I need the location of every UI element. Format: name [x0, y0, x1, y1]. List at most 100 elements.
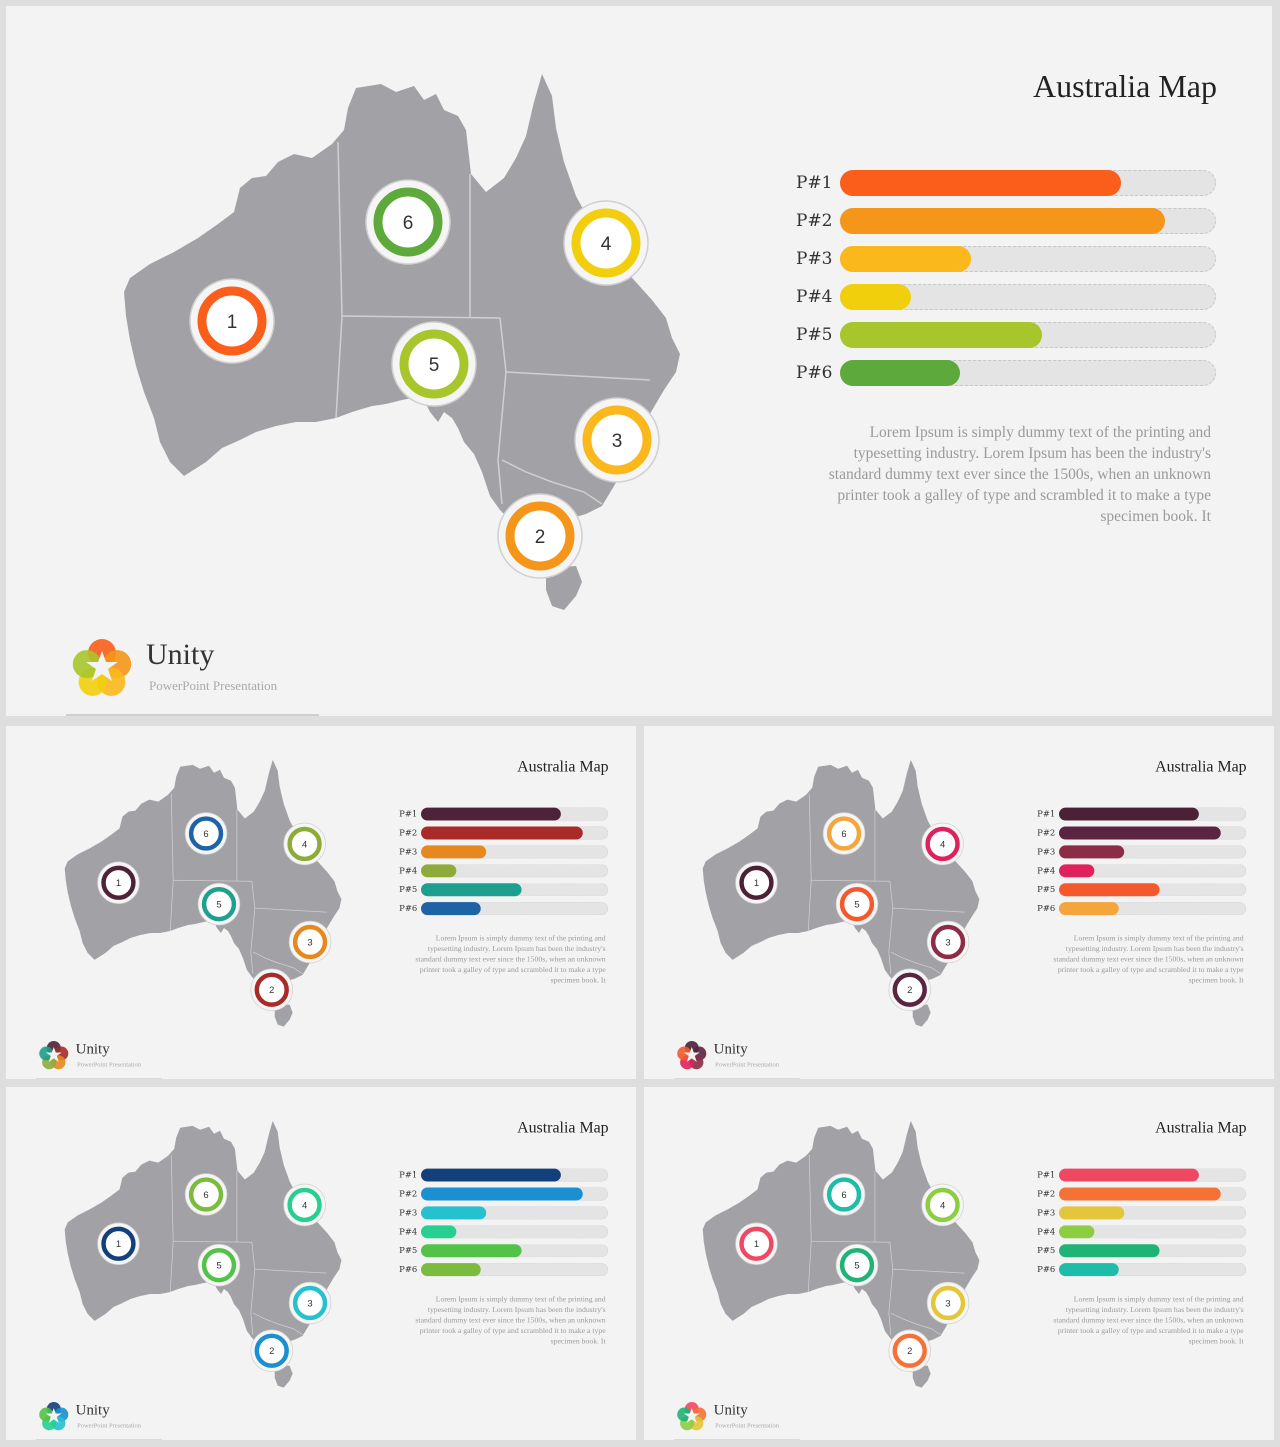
bar-track	[421, 883, 609, 897]
map-marker-4[interactable]: 4	[563, 200, 649, 286]
marker-ring	[201, 1247, 237, 1283]
marker-number: 6	[403, 213, 414, 234]
bar-row: P#6	[399, 1260, 609, 1279]
marker-number: 4	[601, 234, 612, 255]
bar-label: P#3	[796, 249, 833, 269]
bar-row: P#1	[399, 805, 609, 824]
map-marker-4[interactable]: 4	[283, 1183, 326, 1227]
bar-fill	[1059, 883, 1160, 897]
map-marker-1[interactable]: 1	[735, 1222, 778, 1266]
tasmania-outline	[912, 1365, 931, 1388]
marker-number: 1	[116, 878, 121, 889]
map-marker-6[interactable]: 6	[184, 812, 228, 855]
map-markers: 1 2 3 4 5 6	[735, 812, 970, 1012]
map-marker-1[interactable]: 1	[735, 861, 778, 905]
bar-row: P#5	[399, 1241, 609, 1260]
map-marker-5[interactable]: 5	[835, 882, 879, 926]
bar-row: P#5	[796, 316, 1216, 354]
map-marker-1[interactable]: 1	[189, 278, 275, 364]
unity-logo-icon	[39, 1402, 69, 1431]
map-marker-3[interactable]: 3	[926, 1281, 970, 1325]
marker-number: 1	[227, 312, 238, 333]
map-marker-2[interactable]: 2	[888, 1329, 932, 1373]
bar-label: P#2	[399, 1189, 418, 1199]
tasmania-outline	[912, 1004, 931, 1027]
bar-row: P#6	[399, 899, 609, 918]
marker-number: 3	[945, 937, 950, 948]
bar-fill	[1059, 807, 1199, 821]
bar-row: P#4	[399, 861, 609, 880]
map-marker-4[interactable]: 4	[921, 822, 964, 866]
map-marker-5[interactable]: 5	[391, 321, 477, 407]
slide-title: Australia Map	[1033, 68, 1217, 104]
bar-fill	[840, 246, 971, 272]
bar-fill	[1059, 1225, 1095, 1239]
map-marker-5[interactable]: 5	[835, 1243, 879, 1287]
marker-number: 3	[307, 1298, 312, 1309]
map-marker-6[interactable]: 6	[365, 179, 451, 265]
brand-name: Unity	[713, 1401, 748, 1418]
map-marker-4[interactable]: 4	[921, 1183, 964, 1227]
bar-track	[421, 902, 609, 916]
australia-map-graphic: 1 2 3 4 5 6	[702, 1120, 980, 1388]
bar-track	[1059, 1168, 1247, 1182]
logo-petals	[677, 1402, 707, 1431]
bar-row: P#2	[399, 824, 609, 843]
bar-track	[1059, 826, 1247, 840]
map-marker-6[interactable]: 6	[822, 812, 866, 855]
map-marker-2[interactable]: 2	[888, 968, 932, 1012]
state-borders	[807, 793, 965, 975]
bar-label: P#5	[1037, 884, 1056, 895]
logo-star	[86, 651, 118, 681]
bar-row: P#3	[1037, 842, 1247, 861]
bar-label: P#1	[796, 173, 833, 193]
marker-ring	[892, 972, 927, 1007]
bar-row: P#4	[1037, 1222, 1247, 1241]
map-marker-2[interactable]: 2	[250, 968, 294, 1012]
map-marker-3[interactable]: 3	[288, 1281, 332, 1325]
marker-number: 3	[307, 937, 312, 948]
map-markers: 1 2 3 4 5 6	[97, 812, 332, 1012]
bar-label: P#6	[399, 1264, 418, 1275]
bar-fill	[840, 208, 1166, 234]
map-marker-1[interactable]: 1	[97, 1222, 140, 1266]
map-marker-3[interactable]: 3	[574, 397, 660, 483]
bar-chart: P#1 P#2 P#3 P#4 P#5 P#6	[399, 1166, 609, 1279]
map-marker-2[interactable]: 2	[497, 493, 583, 579]
map-marker-6[interactable]: 6	[184, 1173, 228, 1216]
map-marker-6[interactable]: 6	[822, 1173, 866, 1216]
bar-row: P#3	[399, 1203, 609, 1222]
bar-row: P#1	[1037, 1166, 1247, 1185]
bar-fill	[421, 807, 561, 821]
bar-row: P#1	[399, 1166, 609, 1185]
map-marker-3[interactable]: 3	[926, 920, 970, 964]
bar-fill	[421, 1225, 457, 1239]
map-marker-5[interactable]: 5	[197, 1243, 241, 1287]
bar-label: P#5	[1037, 1245, 1056, 1256]
bar-row: P#4	[399, 1222, 609, 1241]
bar-row: P#3	[796, 240, 1216, 278]
footer-divider	[673, 1439, 800, 1440]
map-marker-5[interactable]: 5	[197, 882, 241, 926]
bar-label: P#6	[399, 903, 418, 914]
australia-map-graphic: 1 2 3 4 5 6	[64, 1120, 342, 1388]
brand-name: Unity	[75, 1040, 110, 1057]
bar-track	[1059, 1187, 1247, 1201]
map-marker-1[interactable]: 1	[97, 861, 140, 905]
brand-name: Unity	[75, 1401, 110, 1418]
map-marker-2[interactable]: 2	[250, 1329, 294, 1373]
bar-track	[421, 1168, 609, 1182]
map-marker-3[interactable]: 3	[288, 920, 332, 964]
bar-label: P#4	[399, 865, 418, 876]
map-marker-4[interactable]: 4	[283, 822, 326, 866]
bar-row: P#3	[1037, 1203, 1247, 1222]
bar-row: P#6	[796, 354, 1216, 392]
marker-number: 3	[612, 431, 623, 452]
marker-ring	[254, 972, 289, 1007]
